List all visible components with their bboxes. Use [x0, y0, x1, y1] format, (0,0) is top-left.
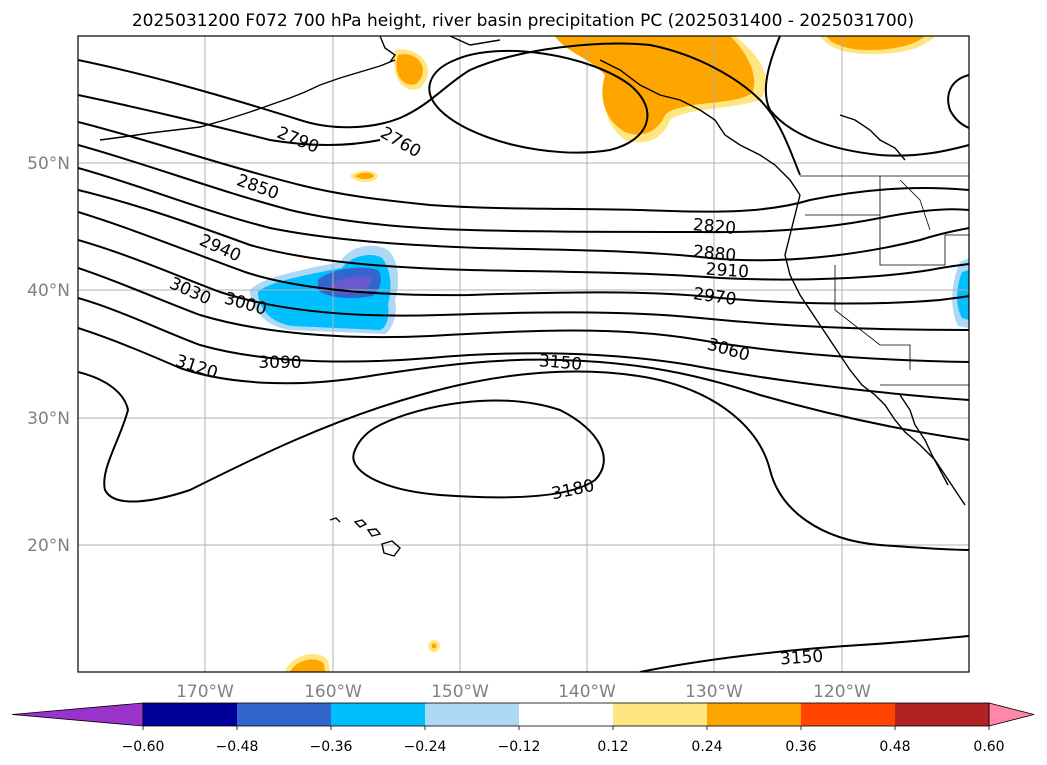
lon-label-160w: 160°W: [304, 682, 362, 702]
colorbar-segment: [425, 703, 519, 726]
lat-label-20n: 20°N: [27, 536, 70, 556]
colorbar-tick-label: −0.48: [216, 739, 259, 755]
lon-labels: 170°W 160°W 150°W 140°W 130°W 120°W: [176, 682, 871, 702]
coastlines: [99, 36, 969, 557]
contour-label-2820: 2820: [692, 215, 737, 239]
lon-label-140w: 140°W: [558, 682, 616, 702]
figure-title: 2025031200 F072 700 hPa height, river ba…: [132, 11, 914, 31]
colorbar-segment: [237, 703, 331, 726]
contour-label-2850: 2850: [234, 171, 281, 205]
contour-label-3090: 3090: [258, 353, 301, 373]
colorbar-tick-label: 0.24: [691, 739, 722, 755]
colorbar-segment: [707, 703, 801, 726]
precip-positive-fills: [285, 36, 935, 672]
lon-label-150w: 150°W: [431, 682, 489, 702]
lon-label-120w: 120°W: [813, 682, 871, 702]
contour-label-3180: 3180: [550, 476, 596, 505]
contour-label-3150: 3150: [538, 351, 583, 375]
colorbar-tick-label: −0.36: [310, 739, 353, 755]
colorbar-frame: [142, 702, 990, 727]
colorbar-tick-label: −0.60: [122, 739, 165, 755]
contour-labels: 2760 2790 2820 2850 2880 2910 2940 2970 …: [166, 123, 824, 670]
precip-negative-fills: [250, 245, 969, 334]
colorbar-segment: [519, 703, 613, 726]
lon-label-170w: 170°W: [176, 682, 234, 702]
contour-label-2940: 2940: [196, 230, 244, 266]
lon-label-130w: 130°W: [685, 682, 743, 702]
contour-label-2970: 2970: [692, 284, 738, 310]
map-frame: [77, 35, 970, 673]
lat-label-40n: 40°N: [27, 281, 70, 301]
colorbar-segment: [613, 703, 707, 726]
contour-label-3120: 3120: [173, 351, 220, 383]
colorbar-tick-label: 0.12: [597, 739, 628, 755]
colorbar-tick-label: 0.36: [785, 739, 816, 755]
colorbar: −0.60 −0.48 −0.36 −0.24 −0.12 0.12 0.24 0.36 0.4…: [11, 702, 1035, 755]
colorbar-segment: [801, 703, 895, 726]
colorbar-extend-low: [11, 702, 144, 727]
contour-label-2880: 2880: [692, 242, 737, 266]
lat-label-30n: 30°N: [27, 409, 70, 429]
colorbar-tick-label: 0.48: [879, 739, 910, 755]
gridlines: [78, 36, 969, 672]
contour-label-2790: 2790: [274, 123, 322, 158]
lat-label-50n: 50°N: [27, 154, 70, 174]
height-contours: [78, 36, 969, 672]
colorbar-tick-label: −0.12: [498, 739, 541, 755]
contour-label-2760: 2760: [377, 123, 424, 162]
lat-labels: 50°N 40°N 30°N 20°N: [27, 154, 70, 556]
colorbar-tick-label: 0.60: [973, 739, 1004, 755]
colorbar-extend-high: [988, 702, 1035, 727]
contour-label-3060: 3060: [705, 335, 752, 366]
colorbar-segment: [895, 703, 989, 726]
colorbar-segment: [331, 703, 425, 726]
map-area: 2760 2790 2820 2850 2880 2910 2940 2970 …: [78, 36, 969, 672]
colorbar-segment: [143, 703, 237, 726]
colorbar-tick-label: −0.24: [404, 739, 447, 755]
contour-label-3150-south: 3150: [779, 647, 824, 670]
contour-label-2910: 2910: [705, 260, 750, 283]
